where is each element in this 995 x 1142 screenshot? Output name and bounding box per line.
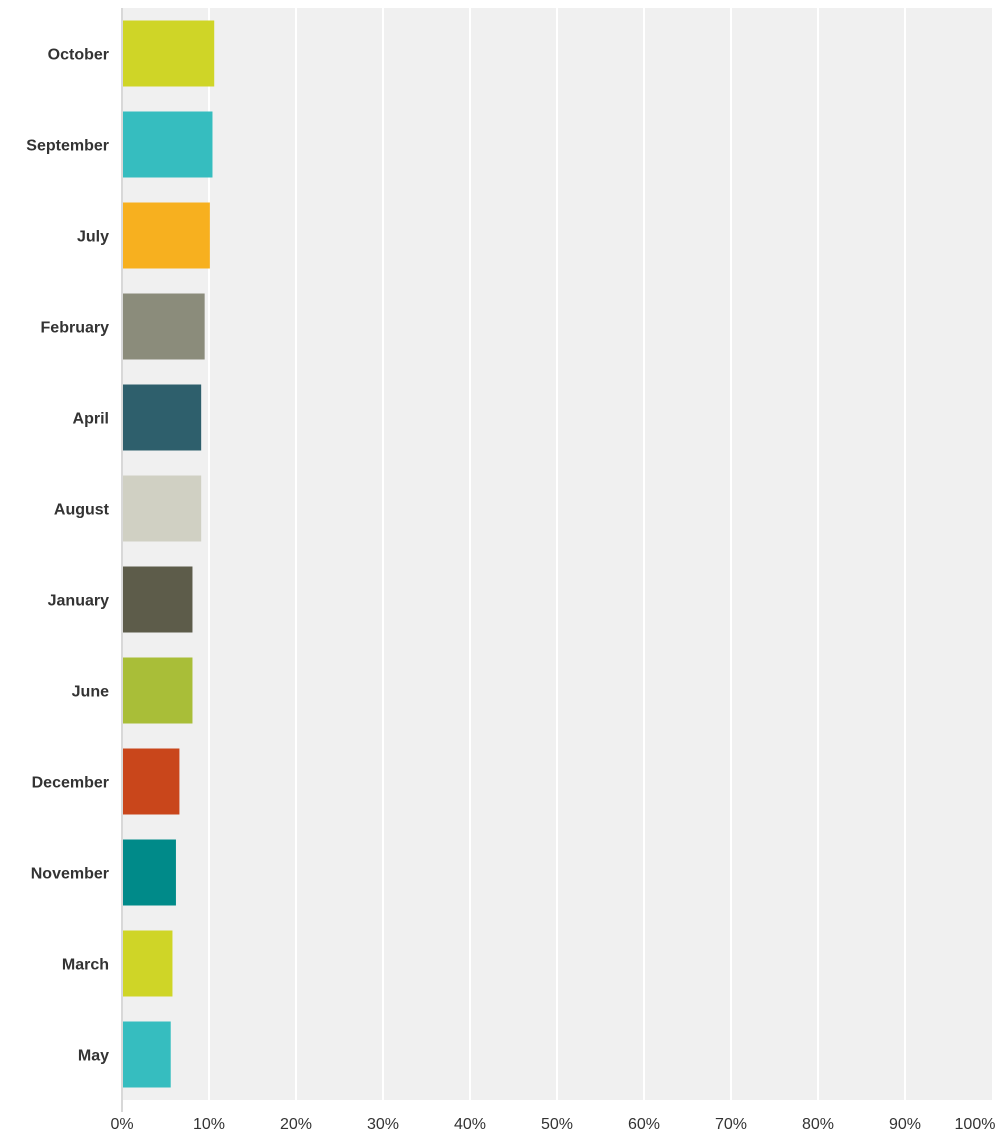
x-tick-label: 20%	[280, 1116, 312, 1133]
x-tick-label: 0%	[110, 1116, 133, 1133]
bar-october	[123, 20, 215, 87]
bar-august	[123, 475, 202, 542]
x-tick-label: 70%	[715, 1116, 747, 1133]
category-label-april: April	[73, 411, 109, 428]
bars	[123, 20, 215, 1088]
category-label-january: January	[48, 593, 109, 610]
bar-april	[123, 384, 202, 451]
category-label-december: December	[32, 775, 109, 792]
x-tick-label: 90%	[889, 1116, 921, 1133]
x-tick-label: 50%	[541, 1116, 573, 1133]
bar-july	[123, 202, 210, 269]
category-label-november: November	[31, 866, 109, 883]
gridlines	[121, 8, 906, 1112]
category-label-october: October	[48, 47, 109, 64]
bar-december	[123, 748, 180, 815]
category-label-july: July	[77, 229, 109, 246]
category-label-may: May	[78, 1048, 109, 1065]
bar-november	[123, 839, 176, 906]
bar-february	[123, 293, 205, 360]
category-labels: October September July February April August J…	[26, 47, 109, 1065]
bar-january	[123, 566, 193, 633]
category-label-september: September	[26, 138, 109, 155]
bar-may	[123, 1021, 171, 1088]
x-tick-label: 40%	[454, 1116, 486, 1133]
bar-june	[123, 657, 193, 724]
x-tick-label: 30%	[367, 1116, 399, 1133]
x-tick-label: 60%	[628, 1116, 660, 1133]
category-label-march: March	[62, 957, 109, 974]
bar-march	[123, 930, 173, 997]
bar-september	[123, 111, 213, 178]
x-tick-label: 80%	[802, 1116, 834, 1133]
category-label-february: February	[41, 320, 110, 337]
x-tick-label: 10%	[193, 1116, 225, 1133]
category-label-june: June	[72, 684, 109, 701]
x-tick-labels: 0% 10% 20% 30% 40% 50% 60% 70% 80% 90% 100%	[110, 1116, 995, 1133]
category-label-august: August	[54, 502, 110, 519]
x-tick-label: 100%	[955, 1116, 995, 1133]
